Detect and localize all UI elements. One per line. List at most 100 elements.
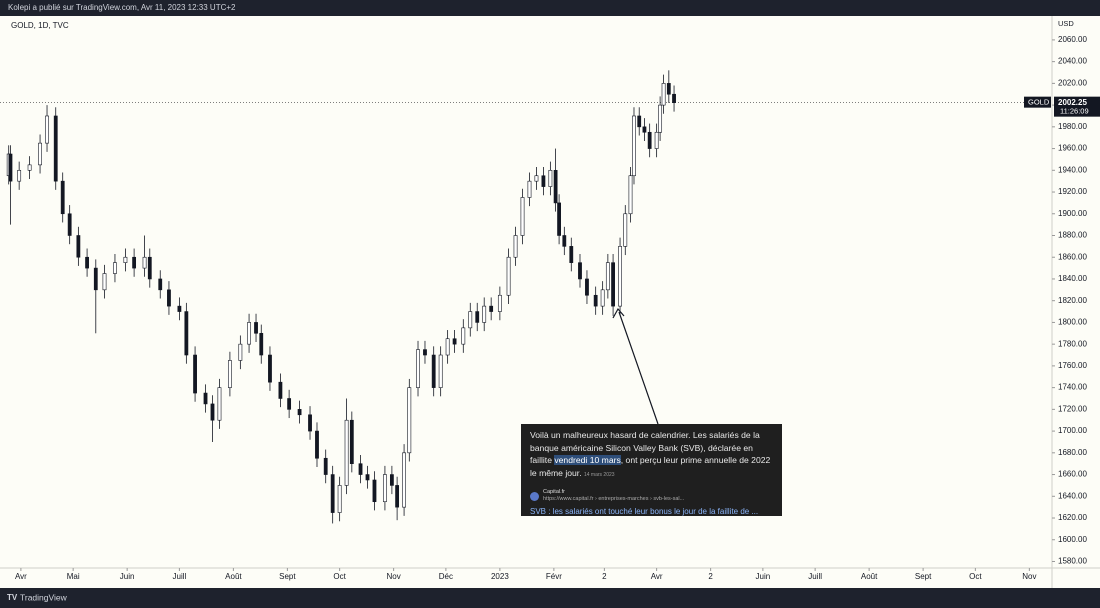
x-tick-label: Oct (333, 572, 346, 581)
countdown-label: 11:26:09 (1060, 107, 1089, 116)
candle-body (632, 115, 636, 177)
y-tick-label: 1660.00 (1058, 470, 1087, 479)
candle-body (482, 305, 487, 323)
candle-body (637, 115, 642, 128)
candle-body (268, 354, 272, 383)
candle-body (389, 474, 394, 486)
annotation-arrow (612, 307, 659, 425)
y-tick-label: 1720.00 (1058, 404, 1087, 413)
candle-body (278, 381, 283, 399)
annotation-box: Voilà un malheureux hasard de calendrier… (521, 424, 782, 516)
y-tick-label: 1960.00 (1058, 144, 1087, 153)
candle-body (578, 262, 582, 280)
source-icon (530, 491, 539, 501)
candle-body (407, 387, 412, 454)
y-tick-label: 1820.00 (1058, 296, 1087, 305)
candle-body (623, 213, 628, 247)
candle-body (132, 256, 137, 269)
candle-body (177, 305, 182, 312)
footer-brand: TradingView (20, 592, 68, 602)
candle-body (658, 104, 663, 133)
y-tick-label: 1700.00 (1058, 426, 1087, 435)
symbol: GOLD, 1D, TVC (11, 21, 69, 30)
y-tick-label: 1580.00 (1058, 557, 1087, 566)
candle-body (666, 83, 671, 95)
candle-body (358, 463, 363, 475)
candle-body (497, 294, 502, 312)
candle-body (647, 131, 652, 149)
y-tick-label: 1740.00 (1058, 383, 1087, 392)
candle-body (423, 349, 427, 356)
x-tick-label: Déc (439, 572, 453, 581)
x-tick-label: Juin (756, 572, 771, 581)
candle-body (489, 305, 494, 312)
symbol-tag-label: GOLD (1028, 98, 1050, 107)
x-tick-label: Juill (173, 572, 187, 581)
candle-body (147, 256, 152, 280)
candle-body (184, 311, 189, 356)
candle-body (17, 169, 22, 182)
candle-body (672, 93, 676, 103)
candle-body (593, 294, 598, 307)
candle-body (8, 153, 13, 182)
x-tick-label: Oct (969, 572, 982, 581)
y-tick-label: 1760.00 (1058, 361, 1087, 370)
candle-body (142, 256, 147, 269)
y-tick-label: 1860.00 (1058, 252, 1087, 261)
candle-body (618, 246, 622, 307)
candle-body (395, 485, 400, 508)
candle-body (661, 83, 666, 106)
candle-body (123, 256, 128, 263)
candle-body (76, 235, 81, 258)
candle-body (600, 289, 605, 307)
y-tick-label: 1800.00 (1058, 318, 1087, 327)
y-tick-label: 1780.00 (1058, 339, 1087, 348)
x-tick-label: 2 (708, 572, 713, 581)
candle-body (217, 387, 222, 421)
candle-body (193, 354, 197, 394)
annotation-text: Voilà un malheureux hasard de calendrier… (530, 429, 773, 481)
candle-body (228, 360, 232, 388)
x-tick-label: 2023 (491, 572, 509, 581)
y-tick-label: 2040.00 (1058, 57, 1087, 66)
y-tick-label: 1980.00 (1058, 122, 1087, 131)
candle-body (548, 169, 553, 187)
y-tick-label: 2020.00 (1058, 78, 1087, 87)
candle-body (452, 338, 457, 345)
x-tick-label: Juin (120, 572, 135, 581)
header: Kolepi a publié sur TradingView.com, Avr… (8, 3, 236, 12)
candle-body (553, 169, 558, 204)
candle-body (210, 403, 215, 421)
price-tag (1054, 96, 1100, 117)
candle-body (254, 322, 258, 334)
x-tick-label: Avr (651, 572, 663, 581)
annotation-highlight: vendredi 10 mars (554, 455, 621, 465)
x-tick-label: Juill (808, 572, 822, 581)
candle-body (167, 289, 171, 307)
y-tick-label: 1920.00 (1058, 187, 1087, 196)
arrow-line (618, 311, 659, 425)
candle-body (60, 180, 65, 215)
annotation-source-row: Capital.fr https://www.capital.fr › entre… (530, 489, 773, 503)
candle-body (513, 235, 518, 258)
x-tick-label: Mai (67, 572, 80, 581)
candle-body (38, 142, 42, 166)
candle-body (259, 332, 264, 356)
arrow-head (612, 307, 625, 319)
candle-body (628, 175, 633, 215)
x-tick-label: 2 (602, 572, 607, 581)
currency: USD (1058, 19, 1074, 28)
candle-body (102, 273, 107, 291)
y-tick-label: 2060.00 (1058, 35, 1087, 44)
candle-body (45, 115, 49, 144)
y-tick-label: 1600.00 (1058, 535, 1087, 544)
x-tick-label: Août (225, 572, 242, 581)
candle-body (308, 414, 312, 432)
annotation-link[interactable]: SVB : les salariés ont touché leur bonus… (530, 507, 759, 516)
candle-body (557, 202, 561, 236)
candle-body (611, 262, 615, 307)
candle-body (344, 419, 349, 486)
x-tick-label: Févr (546, 572, 562, 581)
candle-body (520, 197, 525, 236)
